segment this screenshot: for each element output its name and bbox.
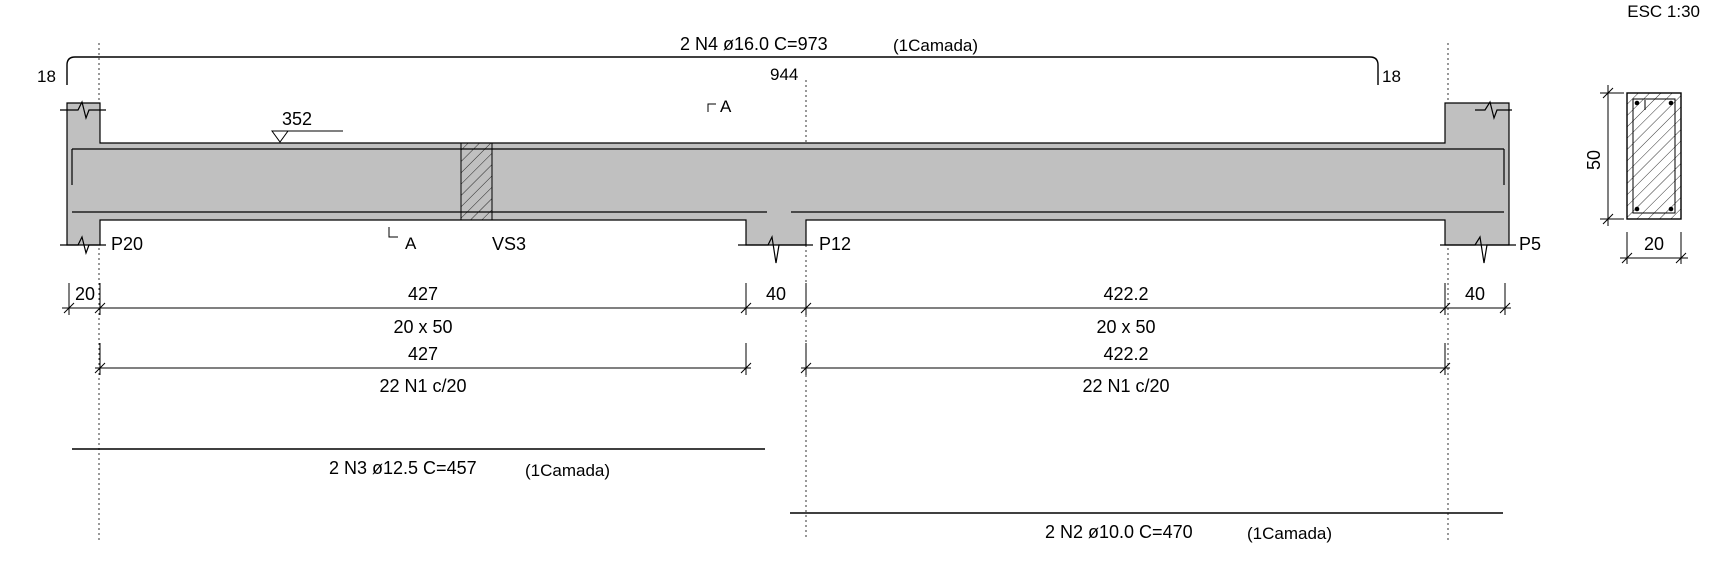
stirrup-span-2-label: 22 N1 c/20 — [1082, 376, 1169, 396]
section-mark-top-label: A — [720, 97, 732, 116]
scale-label: ESC 1:30 — [1627, 2, 1700, 21]
support-middle-label: P12 — [819, 234, 851, 254]
dim-support-left: 20 — [75, 284, 95, 304]
dimension-line-2 — [94, 343, 1451, 375]
bottom-bar-n2-layer: (1Camada) — [1247, 524, 1332, 543]
hatched-opening — [460, 142, 493, 221]
beam-elevation — [66, 102, 1510, 246]
bottom-bar-n3-layer: (1Camada) — [525, 461, 610, 480]
bottom-bar-n2-label: 2 N2 ø10.0 C=470 — [1045, 522, 1193, 542]
top-bar-n4 — [66, 56, 1379, 85]
level-mark — [271, 130, 343, 143]
section-mark-bottom-label: A — [405, 234, 417, 253]
top-bar-mid-length: 944 — [770, 65, 798, 84]
level-mark-label: 352 — [282, 109, 312, 129]
support-left-label: P20 — [111, 234, 143, 254]
dim-support-right: 40 — [1465, 284, 1485, 304]
bottom-bar-n3-label: 2 N3 ø12.5 C=457 — [329, 458, 477, 478]
cross-section-dims — [1600, 85, 1688, 264]
dimension-line-1 — [62, 283, 1511, 315]
top-bar-layer-label: (1Camada) — [893, 36, 978, 55]
dim-span-1: 427 — [408, 284, 438, 304]
section-mark-bottom — [388, 227, 398, 238]
top-bar-hook-right: 18 — [1382, 67, 1401, 86]
dim-support-mid: 40 — [766, 284, 786, 304]
top-bar-label: 2 N4 ø16.0 C=973 — [680, 34, 828, 54]
cross-section-height: 50 — [1584, 150, 1604, 170]
beam-label: VS3 — [492, 234, 526, 254]
column-break-marks — [60, 100, 1516, 264]
stirrup-span-1-length: 427 — [408, 344, 438, 364]
stirrup-span-1-label: 22 N1 c/20 — [379, 376, 466, 396]
dim-span-2: 422.2 — [1103, 284, 1148, 304]
cross-section-width: 20 — [1644, 234, 1664, 254]
section-span-2: 20 x 50 — [1096, 317, 1155, 337]
stirrup-span-2-length: 422.2 — [1103, 344, 1148, 364]
cross-section — [1626, 92, 1682, 220]
section-mark-top — [707, 103, 716, 112]
support-right-label: P5 — [1519, 234, 1541, 254]
section-span-1: 20 x 50 — [393, 317, 452, 337]
top-bar-hook-left: 18 — [37, 67, 56, 86]
